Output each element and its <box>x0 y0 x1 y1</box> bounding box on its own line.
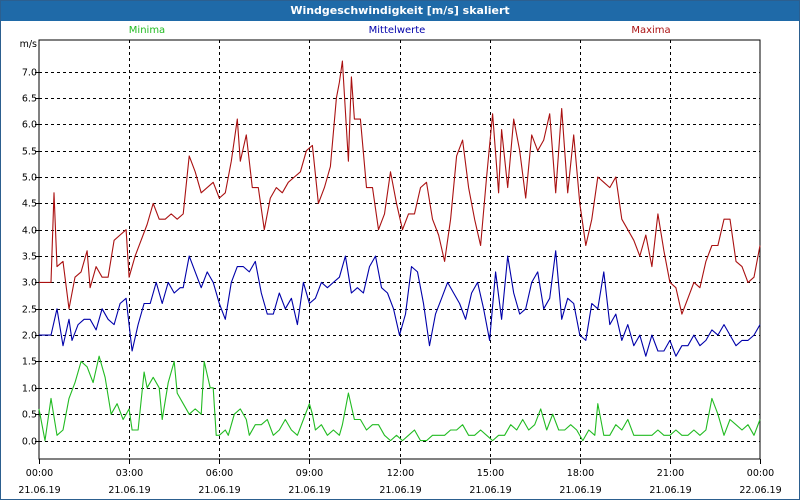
window-title: Windgeschwindigkeit [m/s] skaliert <box>1 1 799 21</box>
x-tick-date-label: 21.06.19 <box>108 485 150 496</box>
x-tick-date-label: 21.06.19 <box>288 485 330 496</box>
x-tick-date-label: 21.06.19 <box>379 485 421 496</box>
x-tick-time-label: 00:00 <box>26 468 53 479</box>
y-tick-label: 4.0 <box>22 226 37 237</box>
plot-area <box>38 39 761 460</box>
x-tick-time-label: 12:00 <box>387 468 414 479</box>
y-tick-label: 1.5 <box>22 357 37 368</box>
series-line-maxima <box>39 60 761 315</box>
y-tick-label: 6.0 <box>22 120 37 131</box>
x-tick-time-label: 09:00 <box>296 468 323 479</box>
y-tick-label: 5.0 <box>22 173 37 184</box>
x-tick-date-label: 21.06.19 <box>198 485 240 496</box>
x-tick-time-label: 21:00 <box>657 468 684 479</box>
y-tick-label: 1.0 <box>22 384 37 395</box>
x-tick-time-label: 00:00 <box>747 468 774 479</box>
x-tick-time-label: 03:00 <box>116 468 143 479</box>
x-tick-date-label: 21.06.19 <box>18 485 60 496</box>
y-tick-label: 2.0 <box>22 331 37 342</box>
y-tick-label: 0.5 <box>22 410 37 421</box>
x-tick-date-label: 22.06.19 <box>739 485 781 496</box>
y-tick-label: 5.5 <box>22 147 37 158</box>
x-tick-time-label: 18:00 <box>567 468 594 479</box>
series-line-mittelwerte <box>39 250 761 357</box>
y-axis-unit: m/s <box>20 39 37 50</box>
x-tick-time-label: 06:00 <box>206 468 233 479</box>
x-tick-time-label: 15:00 <box>477 468 504 479</box>
legend-minima: Minima <box>129 25 165 36</box>
series-line-minima <box>38 355 761 442</box>
y-tick-label: 2.5 <box>22 305 37 316</box>
legend-maxima: Maxima <box>631 25 670 36</box>
y-tick-label: 0.0 <box>22 437 37 448</box>
y-tick-label: 3.5 <box>22 252 37 263</box>
y-tick-label: 7.0 <box>22 68 37 79</box>
y-tick-label: 4.5 <box>22 199 37 210</box>
y-tick-label: 6.5 <box>22 94 37 105</box>
x-tick-date-label: 21.06.19 <box>559 485 601 496</box>
legend-mittelwerte: Mittelwerte <box>369 25 426 36</box>
x-tick-date-label: 21.06.19 <box>469 485 511 496</box>
y-tick-label: 3.0 <box>22 278 37 289</box>
x-tick-date-label: 21.06.19 <box>649 485 691 496</box>
